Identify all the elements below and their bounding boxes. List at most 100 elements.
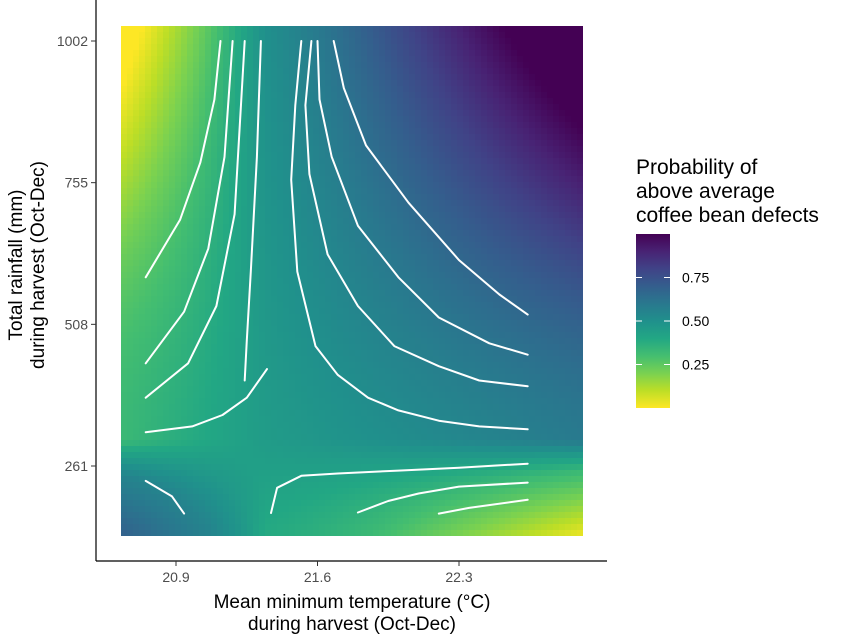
heatmap-cell: [163, 374, 170, 381]
heatmap-cell: [373, 32, 380, 39]
heatmap-cell: [277, 56, 284, 63]
heatmap-cell: [445, 272, 452, 279]
heatmap-cell: [295, 128, 302, 135]
heatmap-cell: [517, 284, 524, 291]
heatmap-cell: [133, 398, 140, 405]
heatmap-cell: [445, 44, 452, 51]
heatmap-cell: [367, 278, 374, 285]
heatmap-cell: [259, 158, 266, 165]
heatmap-cell: [187, 26, 194, 33]
heatmap-cell: [319, 164, 326, 171]
heatmap-cell: [217, 152, 224, 159]
heatmap-cell: [301, 116, 308, 123]
heatmap-cell: [337, 104, 344, 111]
heatmap-cell: [163, 62, 170, 69]
heatmap-cell: [379, 266, 386, 273]
heatmap-cell: [319, 320, 326, 327]
heatmap-cell: [337, 314, 344, 321]
heatmap-cell: [277, 374, 284, 381]
heatmap-cell: [397, 368, 404, 375]
heatmap-cell: [373, 308, 380, 315]
heatmap-cell: [133, 194, 140, 201]
heatmap-cell: [379, 344, 386, 351]
heatmap-cell: [301, 374, 308, 381]
heatmap-cell: [457, 194, 464, 201]
heatmap-cell: [235, 224, 242, 231]
heatmap-cell: [205, 92, 212, 99]
heatmap-cell: [577, 32, 583, 39]
heatmap-cell: [361, 218, 368, 225]
heatmap-cell: [541, 98, 548, 105]
heatmap-cell: [319, 86, 326, 93]
heatmap-cell: [139, 200, 146, 207]
heatmap-cell: [265, 284, 272, 291]
heatmap-cell: [265, 74, 272, 81]
heatmap-cell: [205, 332, 212, 339]
heatmap-cell: [349, 50, 356, 57]
heatmap-cell: [445, 56, 452, 63]
heatmap-cell: [169, 254, 176, 261]
heatmap-cell: [163, 140, 170, 147]
heatmap-cell: [283, 200, 290, 207]
heatmap-cell: [409, 110, 416, 117]
heatmap-cell: [379, 74, 386, 81]
heatmap-cell: [343, 404, 350, 411]
heatmap-cell: [175, 158, 182, 165]
heatmap-cell: [181, 320, 188, 327]
heatmap-cell: [475, 44, 482, 51]
heatmap-cell: [379, 248, 386, 255]
heatmap-cell: [409, 206, 416, 213]
heatmap-cell: [121, 134, 128, 141]
heatmap-cell: [175, 80, 182, 87]
heatmap-cell: [277, 206, 284, 213]
heatmap-cell: [475, 212, 482, 219]
heatmap-cell: [577, 284, 583, 291]
heatmap-cell: [523, 176, 530, 183]
heatmap-cell: [571, 170, 578, 177]
heatmap-cell: [187, 314, 194, 321]
heatmap-cell: [535, 80, 542, 87]
heatmap-cell: [481, 266, 488, 273]
heatmap-cell: [289, 278, 296, 285]
heatmap-cell: [301, 242, 308, 249]
heatmap-cell: [271, 44, 278, 51]
heatmap-cell: [373, 92, 380, 99]
heatmap-cell: [325, 296, 332, 303]
heatmap-cell: [349, 188, 356, 195]
heatmap-cell: [211, 320, 218, 327]
heatmap-cell: [451, 128, 458, 135]
heatmap-cell: [475, 104, 482, 111]
heatmap-cell: [325, 200, 332, 207]
heatmap-cell: [187, 374, 194, 381]
heatmap-cell: [493, 110, 500, 117]
heatmap-cell: [295, 158, 302, 165]
heatmap-cell: [505, 68, 512, 75]
heatmap-cell: [121, 410, 128, 417]
heatmap-cell: [139, 188, 146, 195]
heatmap-cell: [319, 266, 326, 273]
heatmap-cell: [259, 254, 266, 261]
heatmap-cell: [469, 350, 476, 357]
heatmap-cell: [193, 38, 200, 45]
heatmap-cell: [463, 254, 470, 261]
heatmap-cell: [163, 116, 170, 123]
heatmap-cell: [373, 326, 380, 333]
heatmap-cell: [145, 164, 152, 171]
heatmap-cell: [277, 338, 284, 345]
heatmap-cell: [133, 272, 140, 279]
heatmap-cell: [475, 200, 482, 207]
heatmap-cell: [391, 344, 398, 351]
heatmap-cell: [271, 140, 278, 147]
heatmap-cell: [151, 230, 158, 237]
heatmap-cell: [187, 302, 194, 309]
heatmap-cell: [193, 332, 200, 339]
heatmap-cell: [409, 266, 416, 273]
heatmap-cell: [337, 206, 344, 213]
heatmap-cell: [277, 38, 284, 45]
heatmap-cell: [343, 176, 350, 183]
heatmap-cell: [151, 188, 158, 195]
heatmap-cell: [367, 194, 374, 201]
heatmap-cell: [391, 272, 398, 279]
heatmap-cell: [439, 314, 446, 321]
heatmap-cell: [547, 278, 554, 285]
